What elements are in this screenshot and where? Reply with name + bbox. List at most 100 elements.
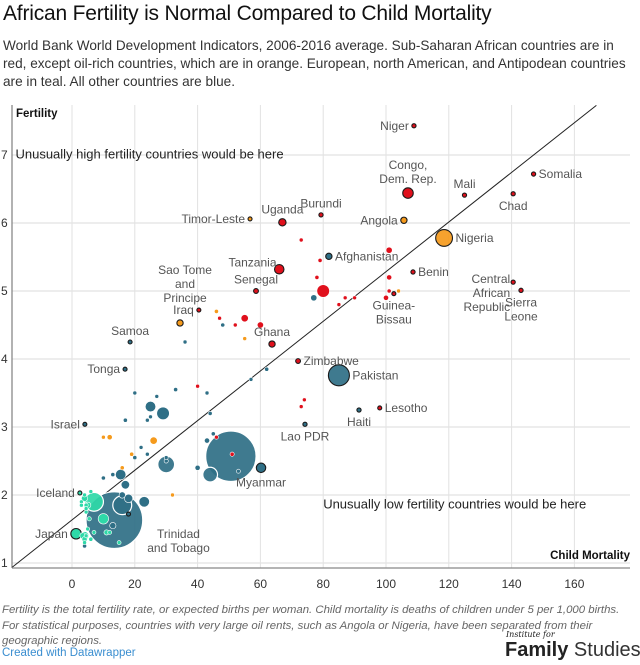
annotation-text: Unusually high fertility countries would… bbox=[15, 146, 283, 161]
data-point bbox=[268, 340, 276, 348]
data-point bbox=[352, 295, 357, 301]
data-point bbox=[91, 530, 97, 535]
data-point bbox=[302, 397, 307, 403]
scatter-chart: 0 20 40 60 80 100 120 140 160 1 2 3 4 5 6 7 Fertility C… bbox=[1, 104, 631, 591]
data-point bbox=[138, 445, 144, 450]
data-point bbox=[182, 339, 188, 345]
data-point bbox=[232, 322, 238, 328]
point-label: Sao Tome and Principe bbox=[158, 263, 212, 305]
point-label: Tanzania bbox=[228, 256, 276, 270]
point-label-line: Japan bbox=[35, 527, 68, 541]
data-point bbox=[82, 540, 87, 545]
y-tick-label: 3 bbox=[1, 420, 8, 434]
data-point bbox=[82, 421, 88, 427]
data-point bbox=[217, 315, 222, 321]
y-tick-label: 6 bbox=[1, 216, 8, 230]
point-label: Iraq bbox=[173, 303, 194, 317]
point-label-line: and Tobago bbox=[147, 541, 210, 555]
data-point bbox=[202, 466, 219, 483]
point-label-line: Samoa bbox=[111, 324, 149, 338]
point-label-line: Leone bbox=[504, 309, 538, 323]
data-point bbox=[156, 406, 170, 421]
point-label-line: Tanzania bbox=[228, 256, 276, 270]
data-point bbox=[109, 522, 117, 530]
data-point bbox=[204, 437, 210, 444]
data-point bbox=[317, 257, 323, 263]
point-label-line: and bbox=[175, 277, 195, 291]
x-tick-label: 60 bbox=[254, 577, 268, 591]
datawrapper-credit-link[interactable]: Created with Datawrapper bbox=[2, 647, 136, 659]
point-label-line: Guinea- bbox=[372, 299, 415, 313]
data-point bbox=[119, 465, 125, 471]
data-point bbox=[170, 492, 175, 498]
data-point bbox=[410, 269, 416, 275]
data-point bbox=[400, 216, 408, 224]
logo-light-word: Studies bbox=[573, 639, 640, 661]
point-label-line: Mali bbox=[453, 177, 475, 191]
data-point bbox=[173, 387, 179, 392]
data-point bbox=[149, 436, 158, 445]
data-point bbox=[207, 410, 213, 416]
data-point bbox=[264, 366, 270, 372]
data-point bbox=[383, 294, 389, 301]
x-tick-label: 80 bbox=[317, 577, 331, 591]
data-point bbox=[148, 414, 153, 420]
data-point bbox=[386, 288, 392, 294]
data-point bbox=[253, 288, 259, 294]
data-point bbox=[256, 321, 264, 329]
data-point bbox=[79, 502, 84, 508]
data-point bbox=[518, 287, 524, 293]
point-labels: Niger Congo, Dem. Rep. Mali Somalia Chad Burun… bbox=[35, 119, 582, 555]
data-point bbox=[82, 492, 87, 498]
data-point bbox=[295, 358, 302, 365]
point-label: Congo, Dem. Rep. bbox=[379, 158, 436, 186]
data-point bbox=[122, 366, 128, 372]
data-point bbox=[132, 390, 138, 396]
y-axis-title: Fertility bbox=[16, 108, 58, 120]
data-point bbox=[229, 451, 235, 457]
point-label-line: Iraq bbox=[173, 303, 194, 317]
data-point bbox=[411, 123, 417, 129]
data-point bbox=[118, 491, 126, 499]
data-point bbox=[129, 451, 135, 457]
data-point bbox=[396, 288, 401, 294]
ifs-logo: Institute for Family Studies bbox=[505, 630, 640, 661]
point-label-line: Israel bbox=[51, 417, 80, 431]
data-point bbox=[132, 455, 138, 460]
data-point bbox=[310, 294, 318, 302]
point-label: Haiti bbox=[347, 415, 371, 429]
data-point bbox=[298, 237, 304, 243]
data-point bbox=[530, 171, 537, 177]
data-point bbox=[88, 536, 94, 542]
point-label-line: Burundi bbox=[300, 197, 341, 211]
data-point bbox=[510, 279, 516, 285]
point-label-line: Ghana bbox=[254, 325, 290, 339]
y-tick-label: 1 bbox=[1, 556, 8, 570]
data-point bbox=[204, 390, 210, 396]
point-label-line: Republic bbox=[463, 300, 510, 314]
point-label: Angola bbox=[360, 213, 398, 227]
data-point bbox=[125, 511, 132, 517]
point-label-line: Pakistan bbox=[352, 368, 398, 382]
data-point bbox=[83, 533, 89, 539]
axes bbox=[11, 105, 630, 569]
point-label: Afghanistan bbox=[335, 249, 398, 263]
point-label-line: Tonga bbox=[87, 362, 120, 376]
data-point bbox=[318, 212, 324, 218]
x-tick-label: 160 bbox=[564, 577, 584, 591]
point-label-line: Trinidad bbox=[157, 527, 200, 541]
point-label-line: Timor-Leste bbox=[181, 212, 245, 226]
point-label: Samoa bbox=[111, 324, 149, 338]
point-label-line: Benin bbox=[418, 265, 449, 279]
data-point bbox=[302, 421, 308, 427]
annotation-text: Unusually low fertility countries would … bbox=[323, 497, 586, 512]
annotations: Unusually high fertility countries would… bbox=[15, 146, 586, 511]
data-point bbox=[461, 192, 468, 198]
data-point bbox=[214, 434, 219, 440]
data-point bbox=[316, 284, 330, 298]
data-point bbox=[240, 314, 249, 323]
point-label: Benin bbox=[418, 265, 449, 279]
data-point bbox=[278, 218, 287, 227]
point-label: Nigeria bbox=[455, 231, 493, 245]
point-label-line: Uganda bbox=[261, 203, 303, 217]
